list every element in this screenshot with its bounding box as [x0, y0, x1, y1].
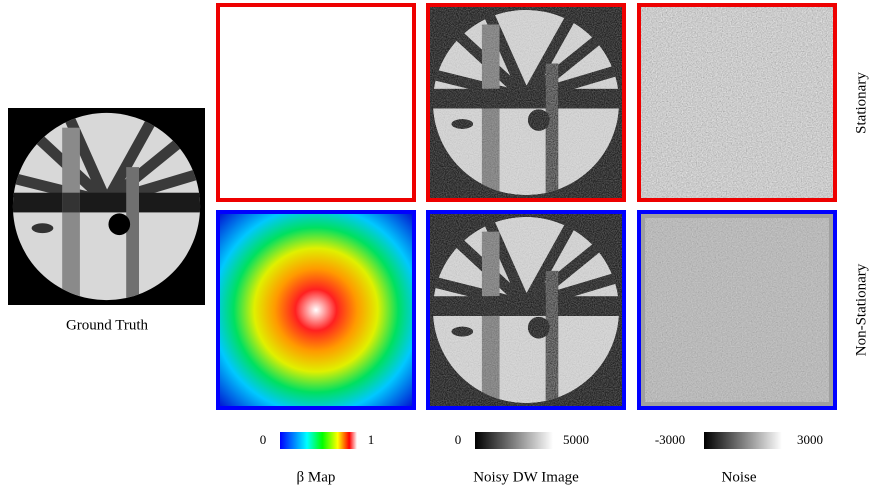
colorbar — [704, 432, 782, 449]
beta-map — [216, 210, 416, 410]
row-label: Stationary — [853, 72, 869, 134]
colorbar-min: 0 — [455, 432, 462, 447]
colorbar — [280, 432, 357, 449]
colorbar-min: 0 — [260, 432, 267, 447]
empty-panel — [216, 3, 416, 202]
ground-truth-label: Ground Truth — [66, 317, 149, 333]
colorbar-max: 5000 — [563, 432, 589, 447]
column-caption: Noisy DW Image — [473, 469, 579, 485]
colorbar-max: 1 — [368, 432, 375, 447]
colorbar-min: -3000 — [655, 432, 685, 447]
ground-truth-image — [8, 108, 205, 305]
column-caption: β Map — [297, 469, 336, 485]
noise-nonstationary — [637, 210, 837, 410]
row-label: Non-Stationary — [853, 263, 869, 356]
colorbar-max: 3000 — [797, 432, 823, 447]
column-caption: Noise — [722, 469, 757, 485]
noise-stationary — [637, 3, 837, 202]
noisy-image-stationary — [428, 5, 624, 200]
colorbar — [475, 432, 553, 449]
noisy-image-nonstationary — [428, 212, 624, 408]
